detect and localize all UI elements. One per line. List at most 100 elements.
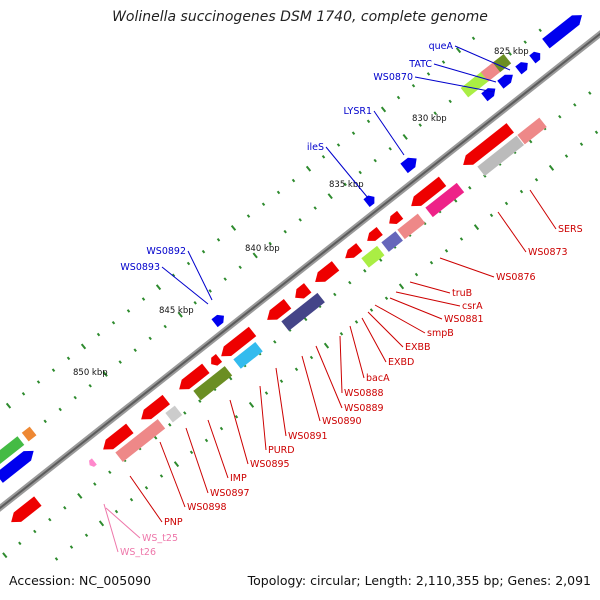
- label-reverse-baca-leader: [349, 325, 365, 379]
- scale-tick: [69, 545, 74, 549]
- scale-tick: [558, 114, 562, 119]
- feature-labels: queA TATC WS0870 LYSR1 ileS WS0892 WS0893 SERS W…: [120, 41, 583, 558]
- cog-band: [233, 341, 263, 369]
- accession-text: Accession: NC_005090: [9, 573, 152, 588]
- reverse-gene: [345, 243, 363, 259]
- reverse-gene: [221, 326, 257, 357]
- label-forward-ws0893-leader: [161, 266, 209, 305]
- scale-tick: [305, 165, 312, 172]
- label-forward-iles: ileS: [307, 142, 324, 153]
- scale-tick: [208, 289, 212, 293]
- rna-gene: [89, 458, 97, 467]
- scale-tick: [84, 533, 89, 538]
- scale-tick: [548, 164, 555, 171]
- cog-band: [281, 292, 325, 331]
- cog-band: [165, 405, 183, 423]
- label-reverse-ws0895-leader: [229, 399, 249, 465]
- forward-gene: [542, 15, 582, 49]
- scale-tick: [80, 343, 87, 350]
- label-reverse-ws0889: WS0889: [344, 403, 384, 414]
- label-forward-ws0870-leader: [414, 76, 495, 93]
- scale-tick: [538, 28, 542, 33]
- scale-tick: [573, 103, 577, 107]
- scale-tick: [380, 106, 387, 113]
- cog-band: [397, 213, 426, 240]
- scale-tick: [159, 474, 164, 478]
- label-forward-ws0870: WS0870: [373, 72, 413, 83]
- scale-ticks: 825 kbp 830 kbp 835 kbp 840 kbp 845 kbp 850 k…: [2, 28, 599, 561]
- scale-tick: [186, 261, 191, 266]
- feature-tracks: [0, 15, 582, 523]
- scale-tick: [588, 91, 592, 95]
- label-reverse-ws0888: WS0888: [344, 388, 384, 399]
- scale-tick: [48, 517, 52, 522]
- label-reverse-ws0898: WS0898: [187, 502, 227, 513]
- scale-tick: [248, 401, 255, 408]
- label-forward-quea-leader: [454, 45, 511, 71]
- scale-tick: [448, 99, 452, 104]
- scale-tick: [534, 177, 539, 182]
- label-reverse-sers: SERS: [558, 224, 583, 235]
- scale-tick: [429, 260, 434, 265]
- label-reverse-trub: truB: [452, 288, 472, 299]
- label-reverse-smpb: smpB: [427, 328, 454, 339]
- scale-tick: [33, 529, 37, 534]
- scale-tick: [230, 224, 237, 231]
- scale-tick: [51, 368, 56, 372]
- scale-label: 845 kbp: [159, 306, 194, 316]
- scale-tick: [246, 214, 251, 218]
- label-forward-ws0892: WS0892: [146, 246, 186, 257]
- label-reverse-baca: bacA: [366, 373, 390, 384]
- reverse-gene: [295, 283, 312, 299]
- label-reverse-pnp: PNP: [164, 517, 183, 528]
- scale-tick: [363, 268, 367, 273]
- scale-tick: [444, 249, 449, 253]
- forward-gene: [363, 195, 375, 208]
- scale-tick: [373, 158, 377, 163]
- forward-gene: [497, 74, 513, 89]
- scale-tick: [411, 83, 416, 88]
- scale-tick: [261, 202, 266, 207]
- cog-band: [477, 135, 525, 176]
- label-reverse-ws0890-leader: [301, 355, 321, 422]
- scale-tick: [193, 301, 197, 305]
- label-forward-lysr1: LYSR1: [343, 106, 372, 117]
- scale-tick: [523, 40, 527, 44]
- scale-tick: [5, 402, 12, 409]
- reverse-gene: [411, 176, 447, 207]
- scale-tick: [333, 292, 337, 297]
- scale-tick: [77, 492, 83, 499]
- scale-tick: [291, 178, 296, 183]
- label-rna-ws-t25: WS_t25: [142, 533, 178, 544]
- reverse-gene: [103, 423, 134, 450]
- label-reverse-exbd: EXBD: [388, 357, 414, 368]
- scale-tick: [369, 308, 374, 312]
- scale-tick: [388, 146, 392, 151]
- scale-tick: [66, 356, 71, 361]
- scale-tick: [114, 509, 119, 514]
- reverse-gene: [463, 123, 514, 166]
- scale-label: 850 kbp: [73, 368, 108, 378]
- scale-tick: [309, 355, 314, 360]
- scale-tick: [168, 423, 172, 427]
- scale-tick: [43, 419, 47, 424]
- cog-band: [21, 426, 37, 442]
- scale-tick: [173, 461, 180, 468]
- scale-tick: [189, 450, 194, 455]
- scale-tick: [564, 154, 569, 158]
- scale-tick: [426, 72, 431, 76]
- scale-label: 825 kbp: [494, 47, 529, 57]
- scale-tick: [276, 190, 281, 195]
- scale-tick: [594, 130, 599, 135]
- backbone-inner: [0, 32, 600, 510]
- scale-tick: [201, 249, 206, 254]
- reverse-gene: [367, 227, 383, 241]
- scale-tick: [402, 133, 408, 140]
- reverse-gene: [211, 354, 223, 366]
- scale-tick: [129, 497, 134, 502]
- reverse-gene: [141, 394, 170, 420]
- forward-gene: [529, 51, 541, 64]
- label-reverse-ws0873-leader: [497, 211, 527, 253]
- reverse-gene: [11, 496, 42, 523]
- scale-tick: [102, 370, 108, 377]
